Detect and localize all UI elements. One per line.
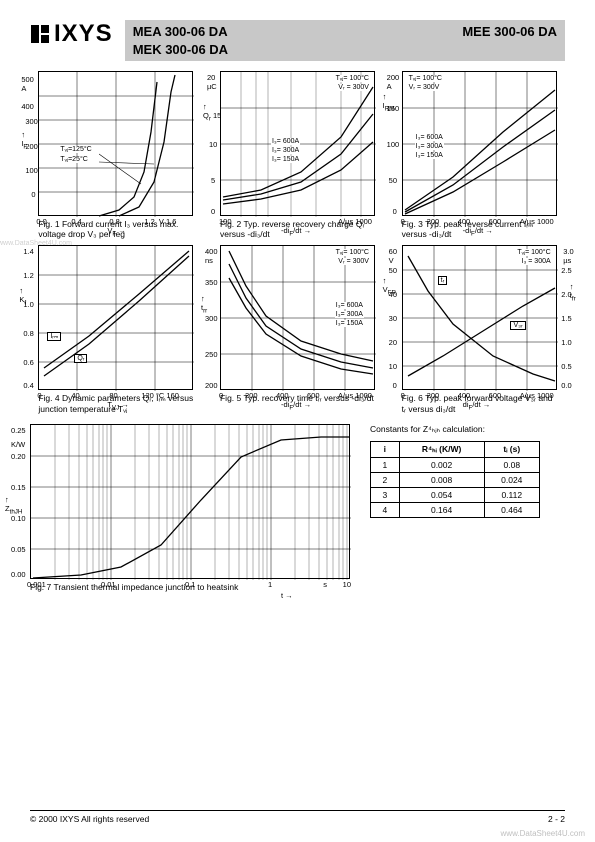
fig5-cell: Tᵥⱼ= 100°C Vᵣ = 300V I₃= 600A I₃= 300A I… — [212, 245, 384, 413]
brand-name: IXYS — [54, 20, 113, 48]
fig2-l2: I₃= 300A — [271, 147, 300, 154]
fig3-l1: I₃= 600A — [415, 134, 444, 141]
bottom-row: 0.25 K/W 0.20 0.15 ↑ZthJH 0.10 0.05 0.00… — [30, 424, 565, 592]
table-cell: 0.164 — [399, 502, 484, 517]
fig6-c2: I₃ = 300A — [521, 258, 552, 265]
zth-h-i: i — [371, 441, 400, 457]
fig5-c2: Vᵣ = 300V — [337, 258, 370, 265]
brand-logo: IXYS — [30, 20, 113, 48]
table-cell: 4 — [371, 502, 400, 517]
fig7-cell: 0.25 K/W 0.20 0.15 ↑ZthJH 0.10 0.05 0.00… — [30, 424, 350, 592]
fig4-cell: Iᵣₘ Qᵣ 1.4 1.2 ↑Kf 1.0 0.8 0.6 0.4 0 40 … — [30, 245, 202, 413]
fig4-chart: Iᵣₘ Qᵣ 1.4 1.2 ↑Kf 1.0 0.8 0.6 0.4 0 40 … — [38, 245, 193, 390]
table-cell: 0.024 — [484, 472, 539, 487]
fig6-c1: Tᵥⱼ= 100°C — [516, 249, 551, 256]
fig4-l1: Iᵣₘ — [47, 332, 61, 341]
fig2-chart: Tᵥⱼ= 100°C Vᵣ = 300V I₃= 600A I₃= 300A I… — [220, 71, 375, 216]
fig5-l2: I₃= 300A — [335, 311, 364, 318]
title-1l: MEA 300-06 DA — [133, 23, 228, 41]
fig2-l3: I₃= 150A — [271, 156, 300, 163]
fig2-c2: Vᵣ = 300V — [337, 84, 370, 91]
fig2-cell: Tᵥⱼ= 100°C Vᵣ = 300V I₃= 600A I₃= 300A I… — [212, 71, 384, 239]
table-cell: 1 — [371, 457, 400, 472]
zth-title: Constants for Z⁴ₕⱼₕ calculation: — [370, 424, 565, 435]
fig2-c1: Tᵥⱼ= 100°C — [335, 75, 370, 82]
zth-block: Constants for Z⁴ₕⱼₕ calculation: i R⁴ₕᵢ … — [370, 424, 565, 518]
page-footer: © 2000 IXYS All rights reserved 2 - 2 — [30, 810, 565, 824]
fig5-l1: I₃= 600A — [335, 302, 364, 309]
fig1-cond2: Tᵥⱼ=25°C — [59, 156, 88, 163]
fig3-chart: Tᵥⱼ= 100°C Vᵣ = 300V I₃= 600A I₃= 300A I… — [402, 71, 557, 216]
fig3-c2: Vᵣ = 300V — [408, 84, 441, 91]
table-cell: 2 — [371, 472, 400, 487]
zth-table: i R⁴ₕᵢ (K/W) tᵢ (s) 10.0020.08 20.0080.0… — [370, 441, 540, 518]
fig6-l2: V₃ᵣ — [510, 321, 525, 330]
zth-h-r: R⁴ₕᵢ (K/W) — [399, 441, 484, 457]
title-1r: MEE 300-06 DA — [462, 23, 557, 41]
fig7-chart: 0.25 K/W 0.20 0.15 ↑ZthJH 0.10 0.05 0.00… — [30, 424, 350, 579]
fig6-chart: Tᵥⱼ= 100°C I₃ = 300A tᵣ V₃ᵣ 60V ↑VFR 50 … — [402, 245, 557, 390]
page-header: IXYS MEA 300-06 DA MEE 300-06 DA MEK 300… — [30, 20, 565, 61]
table-cell: 0.002 — [399, 457, 484, 472]
fig1-cond1: Tᵥⱼ=125°C — [59, 146, 92, 153]
page-number: 2 - 2 — [548, 814, 565, 824]
title-bar: MEA 300-06 DA MEE 300-06 DA MEK 300-06 D… — [125, 20, 565, 61]
fig5-c1: Tᵥⱼ= 100°C — [335, 249, 370, 256]
table-cell: 0.112 — [484, 487, 539, 502]
fig1-cell: Tᵥⱼ=125°C Tᵥⱼ=25°C 500A400 300 ↑IF 200 1… — [30, 71, 202, 239]
table-cell: 0.008 — [399, 472, 484, 487]
fig6-l1: tᵣ — [438, 276, 448, 285]
watermark-right: www.DataSheet4U.com — [501, 829, 585, 838]
table-cell: 0.054 — [399, 487, 484, 502]
title-2: MEK 300-06 DA — [133, 41, 557, 59]
fig3-l3: I₃= 150A — [415, 152, 444, 159]
copyright: © 2000 IXYS All rights reserved — [30, 814, 149, 824]
charts-grid: Tᵥⱼ=125°C Tᵥⱼ=25°C 500A400 300 ↑IF 200 1… — [30, 71, 565, 414]
fig3-cell: Tᵥⱼ= 100°C Vᵣ = 300V I₃= 600A I₃= 300A I… — [393, 71, 565, 239]
fig4-l2: Qᵣ — [74, 354, 87, 363]
table-cell: 0.464 — [484, 502, 539, 517]
fig6-cell: Tᵥⱼ= 100°C I₃ = 300A tᵣ V₃ᵣ 60V ↑VFR 50 … — [393, 245, 565, 413]
zth-h-t: tᵢ (s) — [484, 441, 539, 457]
fig3-l2: I₃= 300A — [415, 143, 444, 150]
fig3-c1: Tᵥⱼ= 100°C — [408, 75, 443, 82]
fig1-chart: Tᵥⱼ=125°C Tᵥⱼ=25°C 500A400 300 ↑IF 200 1… — [38, 71, 193, 216]
fig5-l3: I₃= 150A — [335, 320, 364, 327]
table-cell: 3 — [371, 487, 400, 502]
table-cell: 0.08 — [484, 457, 539, 472]
fig5-chart: Tᵥⱼ= 100°C Vᵣ = 300V I₃= 600A I₃= 300A I… — [220, 245, 375, 390]
logo-icon — [30, 24, 50, 44]
fig2-l1: I₃= 600A — [271, 138, 300, 145]
